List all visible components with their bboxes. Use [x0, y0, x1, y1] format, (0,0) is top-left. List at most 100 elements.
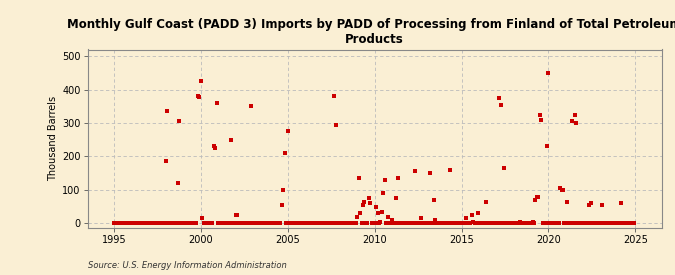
Point: [391, 196, 402, 200]
Point: [484, 221, 495, 226]
Point: [524, 221, 535, 226]
Point: [223, 221, 234, 226]
Point: [608, 221, 619, 226]
Point: [491, 221, 502, 226]
Point: [124, 221, 135, 226]
Point: [539, 221, 549, 226]
Point: [284, 221, 294, 226]
Point: [213, 221, 223, 226]
Point: [238, 221, 248, 226]
Point: [250, 221, 261, 226]
Point: [244, 221, 255, 226]
Point: [507, 221, 518, 226]
Point: [511, 221, 522, 226]
Point: [240, 221, 251, 226]
Point: [618, 221, 629, 226]
Point: [225, 138, 236, 142]
Point: [220, 221, 231, 226]
Point: [363, 196, 374, 200]
Point: [601, 221, 612, 226]
Point: [327, 221, 338, 226]
Point: [294, 221, 304, 226]
Point: [574, 221, 585, 226]
Point: [261, 221, 271, 226]
Point: [530, 198, 541, 202]
Point: [394, 221, 404, 226]
Point: [416, 216, 427, 221]
Point: [443, 221, 454, 226]
Point: [151, 221, 161, 226]
Point: [252, 221, 263, 226]
Point: [338, 221, 348, 226]
Point: [321, 221, 332, 226]
Point: [286, 221, 296, 226]
Point: [425, 171, 435, 175]
Point: [114, 221, 125, 226]
Point: [340, 221, 351, 226]
Point: [368, 221, 379, 226]
Point: [392, 176, 403, 180]
Point: [313, 221, 323, 226]
Title: Monthly Gulf Coast (PADD 3) Imports by PADD of Processing from Finland of Total : Monthly Gulf Coast (PADD 3) Imports by P…: [68, 18, 675, 46]
Point: [551, 221, 562, 226]
Point: [611, 221, 622, 226]
Point: [469, 221, 480, 226]
Point: [475, 221, 486, 226]
Point: [433, 221, 443, 226]
Point: [262, 221, 273, 226]
Point: [113, 221, 124, 226]
Point: [531, 194, 542, 199]
Point: [508, 221, 519, 226]
Point: [273, 221, 284, 226]
Point: [426, 221, 437, 226]
Point: [211, 101, 222, 105]
Point: [377, 209, 387, 214]
Point: [620, 221, 630, 226]
Point: [248, 221, 259, 226]
Point: [481, 199, 491, 204]
Point: [162, 109, 173, 114]
Point: [559, 221, 570, 226]
Point: [140, 221, 151, 226]
Point: [173, 119, 184, 123]
Point: [431, 221, 442, 226]
Point: [146, 221, 157, 226]
Point: [584, 203, 595, 207]
Point: [168, 221, 179, 226]
Point: [334, 221, 345, 226]
Point: [373, 221, 384, 226]
Point: [158, 221, 169, 226]
Point: [143, 221, 154, 226]
Point: [616, 201, 626, 205]
Point: [555, 186, 566, 190]
Point: [580, 221, 591, 226]
Point: [430, 218, 441, 222]
Point: [345, 221, 356, 226]
Point: [359, 199, 370, 204]
Point: [546, 221, 557, 226]
Point: [253, 221, 264, 226]
Point: [453, 221, 464, 226]
Point: [497, 221, 508, 226]
Point: [239, 221, 250, 226]
Point: [265, 221, 275, 226]
Point: [383, 221, 394, 226]
Point: [610, 221, 620, 226]
Point: [234, 221, 245, 226]
Point: [458, 221, 468, 226]
Point: [517, 221, 528, 226]
Point: [185, 221, 196, 226]
Point: [529, 221, 539, 226]
Point: [406, 221, 416, 226]
Point: [311, 221, 322, 226]
Point: [184, 221, 194, 226]
Point: [464, 221, 475, 226]
Point: [510, 221, 520, 226]
Point: [378, 191, 389, 195]
Point: [501, 221, 512, 226]
Point: [396, 221, 406, 226]
Point: [227, 221, 238, 226]
Point: [298, 221, 309, 226]
Point: [149, 221, 160, 226]
Point: [441, 221, 452, 226]
